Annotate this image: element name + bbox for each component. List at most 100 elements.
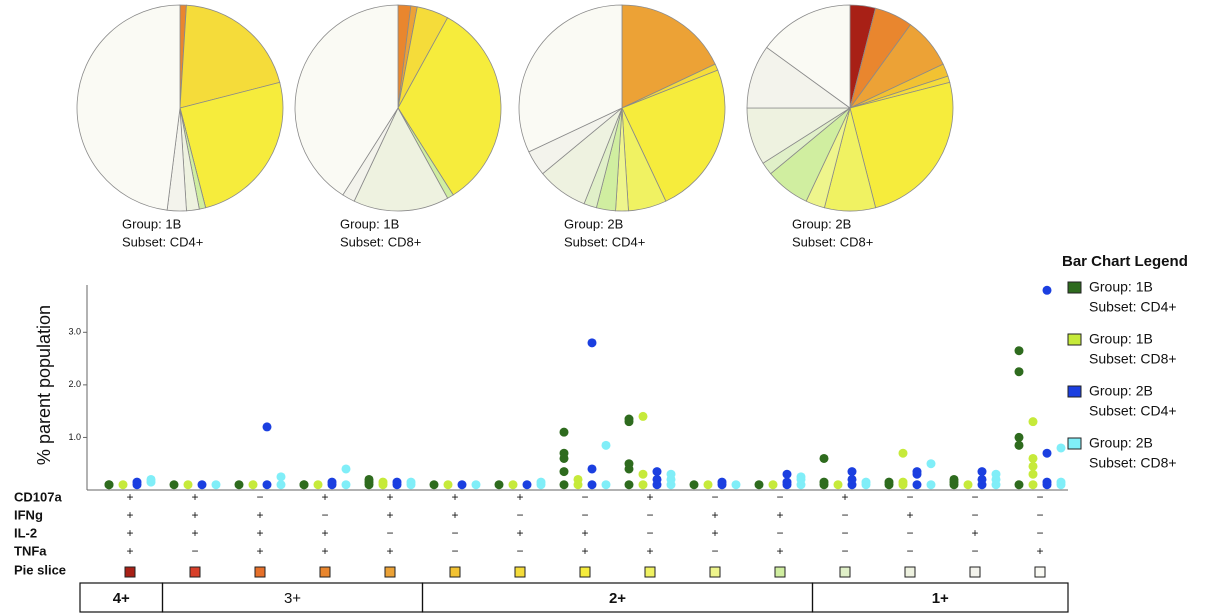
sign: − (1036, 490, 1043, 504)
sign: + (971, 526, 978, 540)
dot (861, 477, 871, 487)
sign: + (126, 526, 133, 540)
sign: − (516, 508, 523, 522)
dot (991, 469, 1001, 479)
sign: − (841, 508, 848, 522)
sign: + (646, 490, 653, 504)
dot (624, 480, 634, 490)
pie-slice-swatch (579, 566, 591, 578)
dot (587, 480, 597, 490)
pie-slice (179, 81, 284, 209)
dot (299, 480, 309, 490)
pie-slice (397, 17, 502, 196)
sign: + (711, 508, 718, 522)
dot (276, 472, 286, 482)
dot (118, 480, 128, 490)
sign: + (321, 490, 328, 504)
y-axis-label: % parent population (34, 305, 54, 465)
dot (689, 480, 699, 490)
dot (624, 414, 634, 424)
dot (559, 448, 569, 458)
sign: + (191, 526, 198, 540)
dot (211, 480, 221, 490)
sign: + (711, 526, 718, 540)
sign: + (386, 490, 393, 504)
dot (132, 477, 142, 487)
legend-label: Group: 2B (1089, 383, 1153, 399)
dot (1014, 367, 1024, 377)
sign: + (776, 508, 783, 522)
dot (796, 472, 806, 482)
row-label: IFNg (14, 507, 43, 522)
dot (819, 453, 829, 463)
pie-slice (76, 4, 181, 211)
pie-caption: Group: 2B (564, 216, 623, 231)
dot (429, 480, 439, 490)
group-label: 1+ (932, 590, 949, 607)
dot (197, 480, 207, 490)
dot (731, 480, 741, 490)
sign: + (191, 490, 198, 504)
dot (1028, 480, 1038, 490)
dot (341, 480, 351, 490)
pie-slice (849, 81, 954, 209)
sign: − (646, 508, 653, 522)
sign: − (971, 508, 978, 522)
sign: − (386, 526, 393, 540)
sign: + (321, 526, 328, 540)
dot (717, 477, 727, 487)
dot (912, 467, 922, 477)
sign: − (321, 508, 328, 522)
sign: + (386, 544, 393, 558)
pie-caption: Group: 1B (340, 216, 399, 231)
dot (782, 469, 792, 479)
dot (884, 477, 894, 487)
sign: + (516, 490, 523, 504)
dot (1028, 469, 1038, 479)
dot (1056, 477, 1066, 487)
dot (624, 459, 634, 469)
sign: − (1036, 508, 1043, 522)
sign: + (451, 508, 458, 522)
pie-slice-swatch (709, 566, 721, 578)
dot (169, 480, 179, 490)
dot (833, 480, 843, 490)
dot (104, 480, 114, 490)
sign: + (126, 508, 133, 522)
dot (262, 480, 272, 490)
dot (652, 474, 662, 484)
dot (146, 474, 156, 484)
pie-slice (353, 107, 449, 212)
sign: − (646, 526, 653, 540)
dot (703, 480, 713, 490)
dot (364, 474, 374, 484)
dot (378, 477, 388, 487)
dot (1056, 443, 1066, 453)
pie-slice-swatch (254, 566, 266, 578)
pie-slice-swatch (514, 566, 526, 578)
pie-slice-swatch (449, 566, 461, 578)
dot (262, 422, 272, 432)
dot (977, 467, 987, 477)
row-label: IL-2 (14, 525, 37, 540)
pie-slice (621, 69, 726, 202)
sign: − (256, 490, 263, 504)
dot (782, 477, 792, 487)
sign: + (581, 526, 588, 540)
dot (1042, 285, 1052, 295)
dot (587, 338, 597, 348)
dot (457, 480, 467, 490)
dot (1014, 440, 1024, 450)
row-label: TNFa (14, 543, 47, 558)
pie-slice (518, 4, 623, 153)
legend-swatch (1067, 437, 1082, 450)
pie-caption: Subset: CD8+ (792, 234, 873, 249)
dot (949, 474, 959, 484)
sign: + (646, 544, 653, 558)
sign: − (581, 490, 588, 504)
sign: − (906, 526, 913, 540)
legend-label: Group: 2B (1089, 435, 1153, 451)
pie-caption: Subset: CD4+ (564, 234, 645, 249)
legend-label: Subset: CD4+ (1089, 299, 1177, 315)
dot (587, 464, 597, 474)
